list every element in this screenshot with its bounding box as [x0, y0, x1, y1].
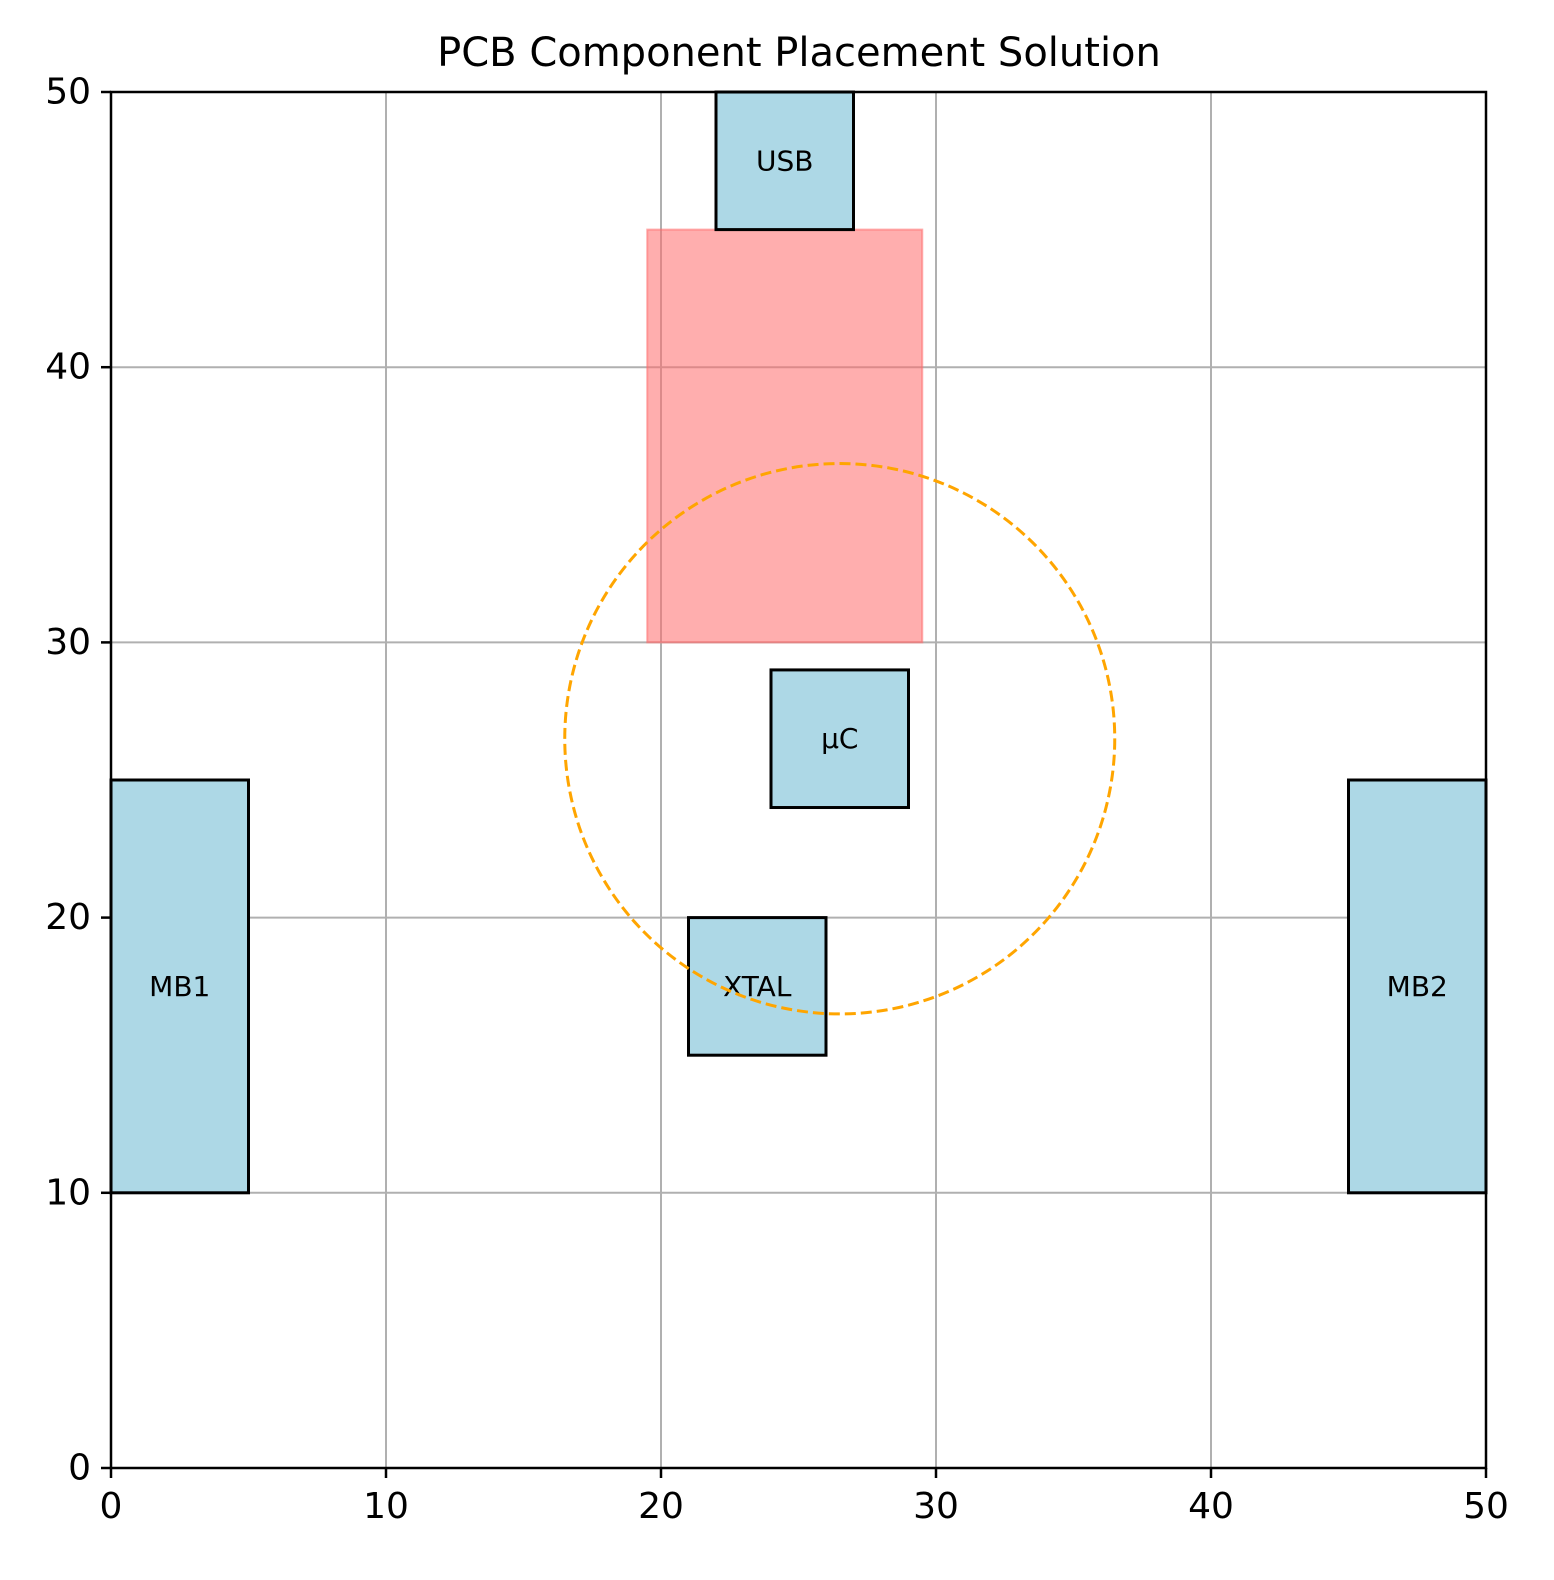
component: USB [714, 90, 855, 232]
components-layer: USB µC XTAL MB1 MB2 [109, 90, 1488, 1195]
keepout-zone-layer [646, 228, 924, 644]
y-tick-label: 0 [68, 1448, 91, 1489]
y-tick-label: 50 [45, 72, 91, 113]
component: XTAL [687, 916, 828, 1057]
component-label: µC [821, 722, 858, 755]
y-tick-label: 20 [45, 897, 91, 938]
x-tick-label: 40 [1188, 1486, 1234, 1527]
component-label: XTAL [723, 970, 792, 1003]
proximity-circle [563, 462, 1117, 1016]
component-rect [714, 90, 855, 232]
x-tick-label: 20 [638, 1486, 684, 1527]
component: µC [769, 668, 910, 810]
x-tick-label: 0 [100, 1486, 123, 1527]
component: MB1 [109, 778, 250, 1195]
component-rect [769, 668, 910, 810]
component-label: MB2 [1387, 970, 1448, 1003]
x-tick-label: 30 [913, 1486, 959, 1527]
proximity-circle-layer [563, 462, 1117, 1016]
y-tick-label: 40 [45, 347, 91, 388]
x-tick-label: 10 [363, 1486, 409, 1527]
plot-frame [109, 90, 1488, 1470]
component-label: USB [756, 144, 813, 177]
y-tick-label: 10 [45, 1172, 91, 1213]
component: MB2 [1347, 778, 1488, 1195]
component-label: MB1 [149, 970, 210, 1003]
y-tick-label: 30 [45, 622, 91, 663]
component-rect [687, 916, 828, 1057]
x-tick-label: 50 [1463, 1486, 1509, 1527]
axis-ticks: 0 10 20 30 40 50 0 10 20 30 40 50 [45, 72, 1509, 1528]
keepout-zone [646, 228, 924, 644]
component-rect [109, 778, 250, 1195]
chart-title: PCB Component Placement Solution [437, 30, 1161, 76]
